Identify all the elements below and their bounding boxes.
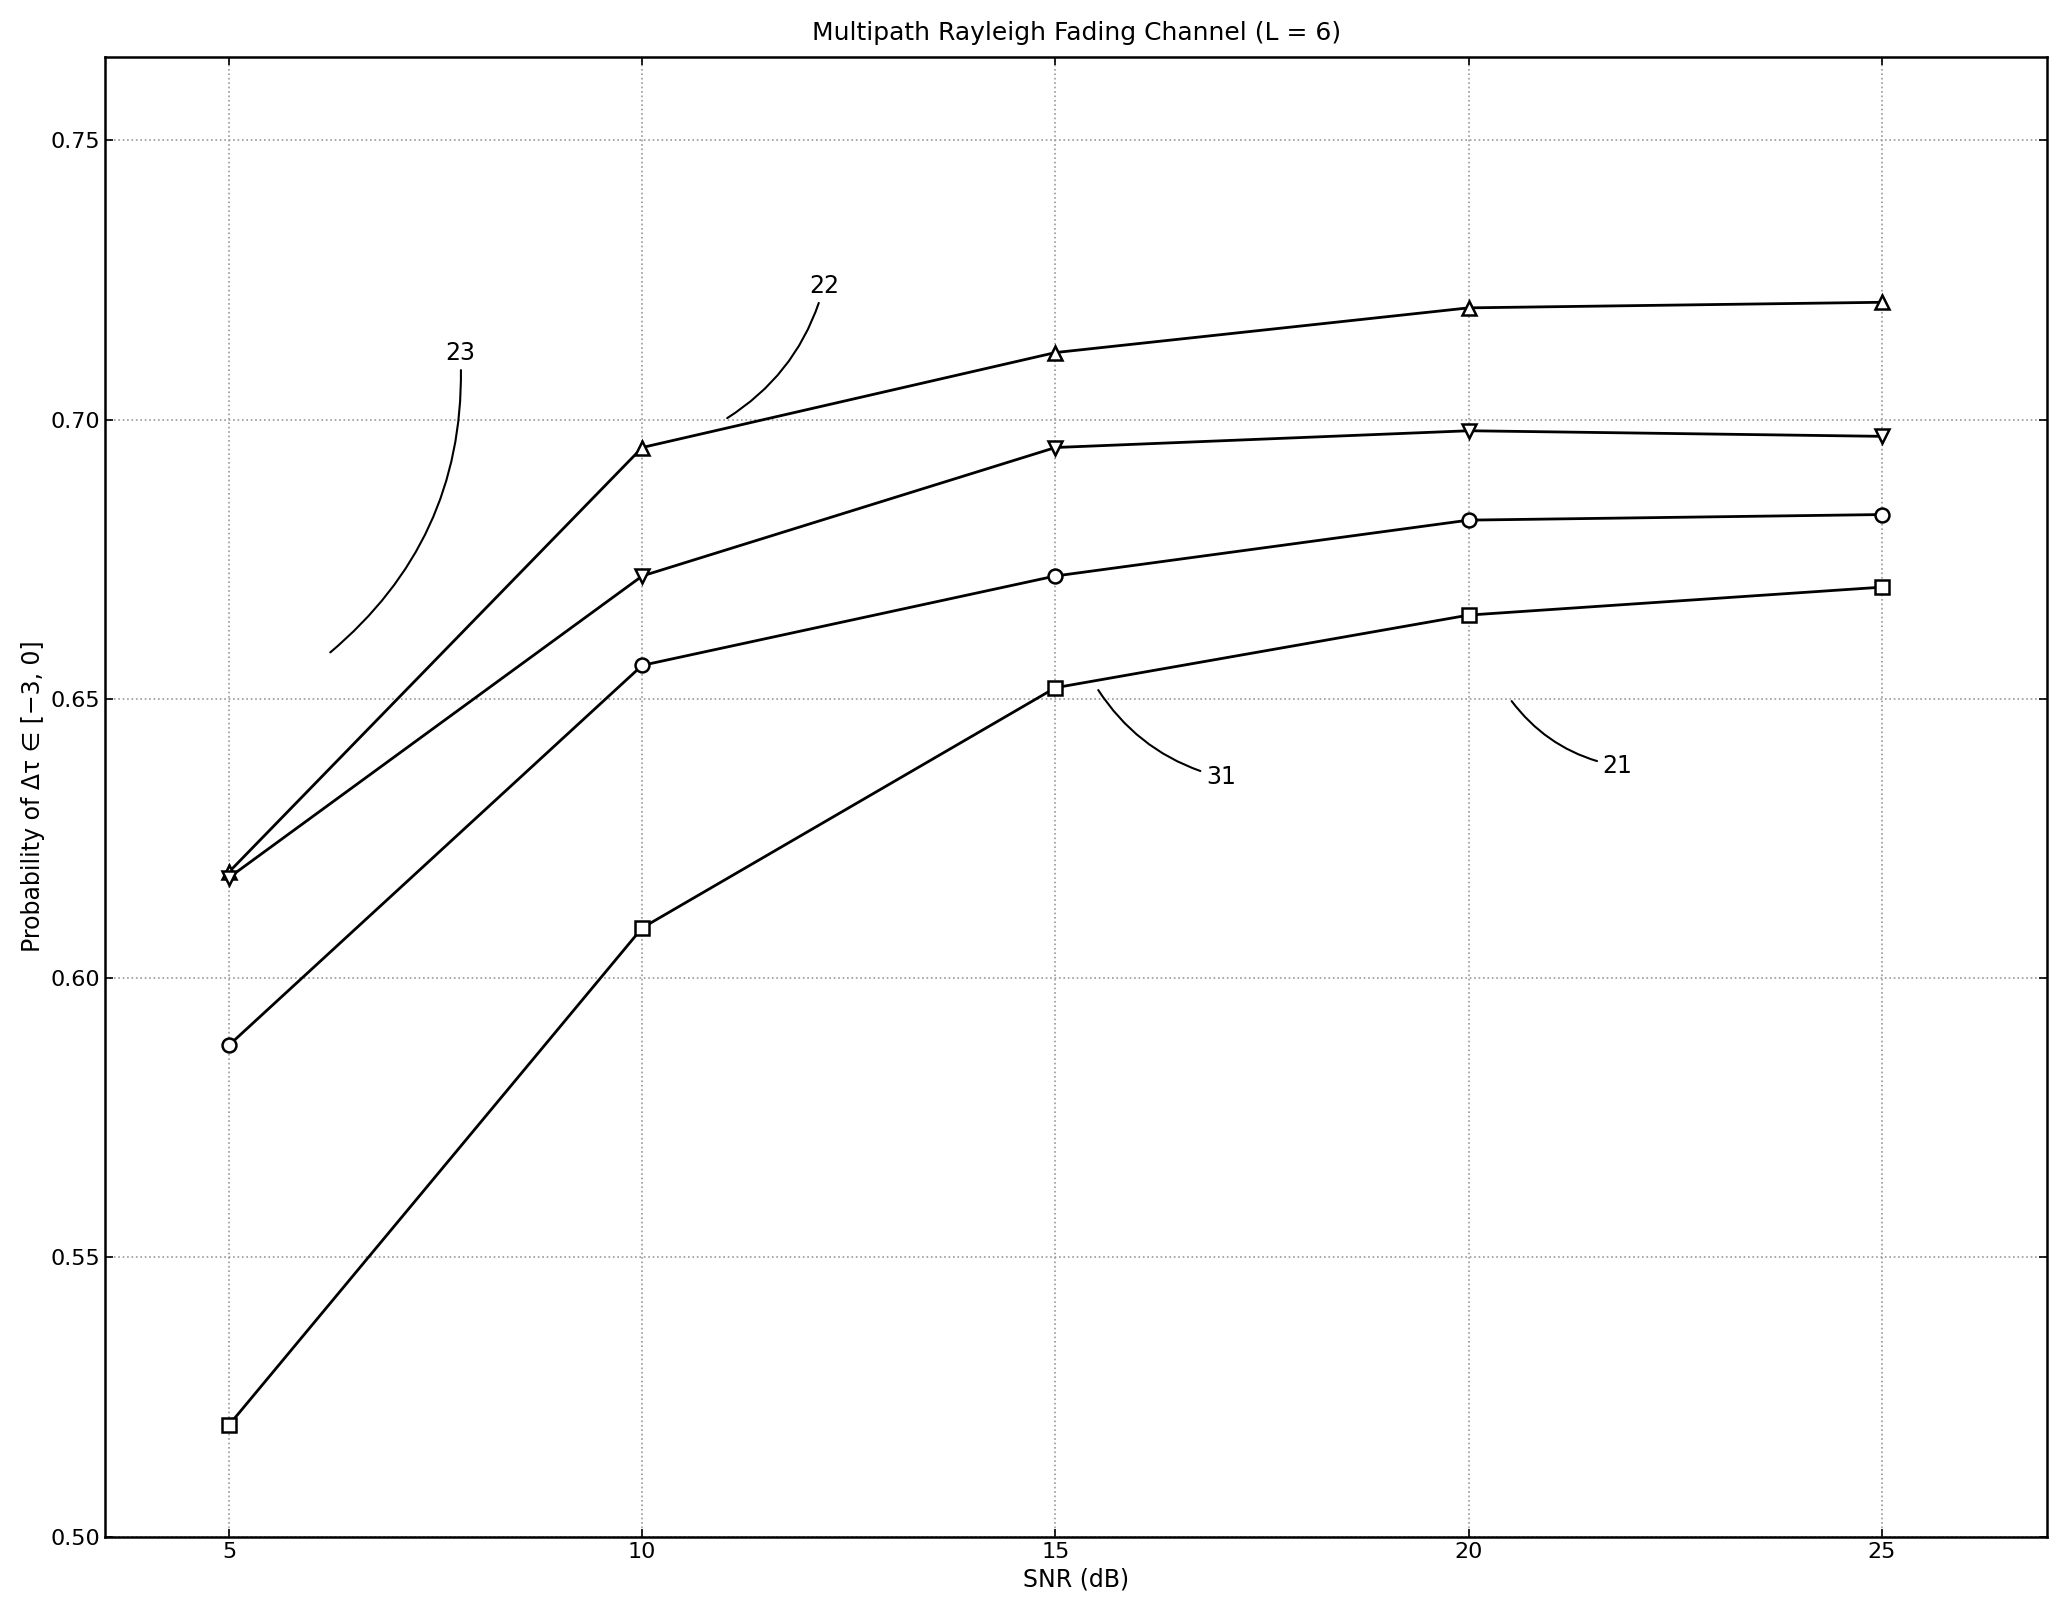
Title: Multipath Rayleigh Fading Channel (L = 6): Multipath Rayleigh Fading Channel (L = 6… [811,21,1340,45]
X-axis label: SNR (dB): SNR (dB) [1024,1567,1129,1591]
Text: 31: 31 [1098,690,1237,790]
Text: 21: 21 [1512,701,1632,779]
Text: 22: 22 [728,274,840,418]
Text: 23: 23 [331,340,476,653]
Y-axis label: Probability of Δτ ∈ [−3, 0]: Probability of Δτ ∈ [−3, 0] [21,642,45,953]
